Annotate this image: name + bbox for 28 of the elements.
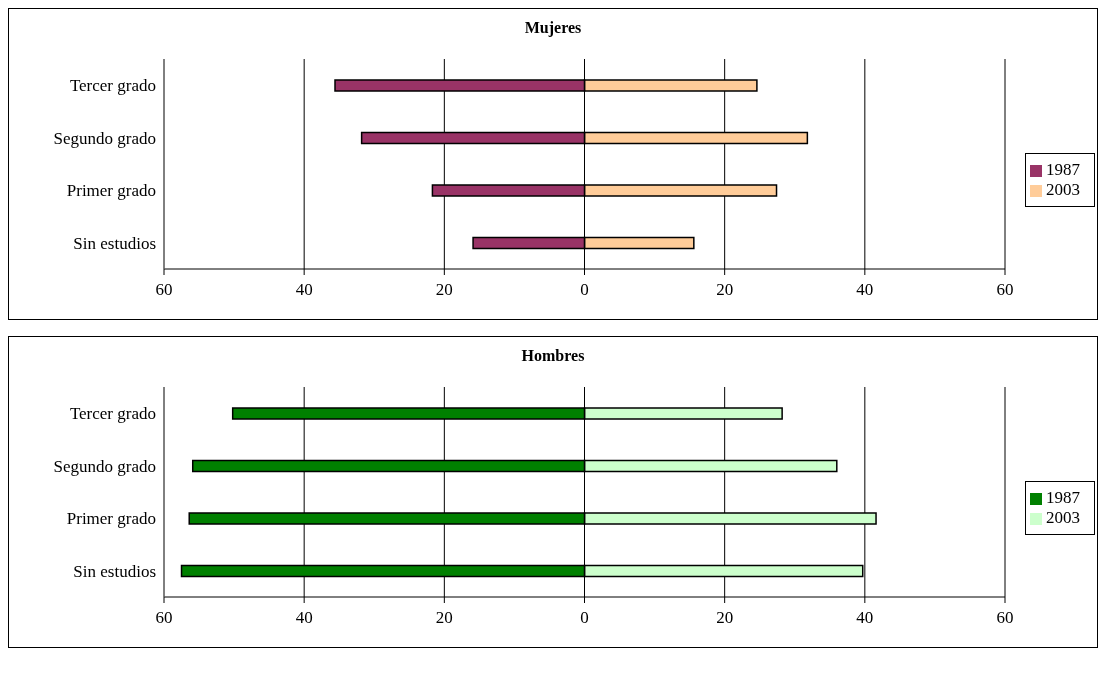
x-tick-label: 40 (295, 280, 313, 300)
x-tick-label: 60 (996, 280, 1014, 300)
x-tick-label: 0 (580, 608, 589, 628)
legend-label: 1987 (1046, 488, 1080, 507)
x-tick-label: 20 (435, 608, 453, 628)
chart-title: Mujeres (523, 18, 583, 39)
x-tick-label: 0 (580, 280, 589, 300)
y-tick-label: Tercer grado (69, 76, 156, 96)
x-tick-label: 20 (716, 608, 734, 628)
y-tick-label: Tercer grado (69, 404, 156, 424)
x-tick-label: 40 (295, 608, 313, 628)
y-tick-label: Segundo grado (53, 128, 156, 148)
x-tick-label: 40 (856, 608, 874, 628)
y-tick-label: Sin estudios (73, 561, 156, 581)
x-tick-label: 60 (996, 608, 1014, 628)
chart-title: Hombres (520, 346, 586, 366)
x-tick-label: 60 (155, 280, 173, 300)
x-tick-label: 20 (435, 280, 453, 300)
x-tick-label: 20 (716, 280, 734, 300)
legend-label: 1987 (1046, 160, 1080, 179)
y-tick-label: Segundo grado (53, 456, 156, 476)
x-tick-label: 60 (155, 608, 173, 628)
y-tick-label: Primer grado (66, 181, 156, 201)
x-tick-label: 40 (856, 280, 874, 300)
y-tick-label: Sin estudios (73, 233, 156, 253)
y-tick-label: Primer grado (66, 509, 156, 529)
legend-label: 2003 (1046, 180, 1080, 199)
legend-label: 2003 (1046, 508, 1080, 527)
